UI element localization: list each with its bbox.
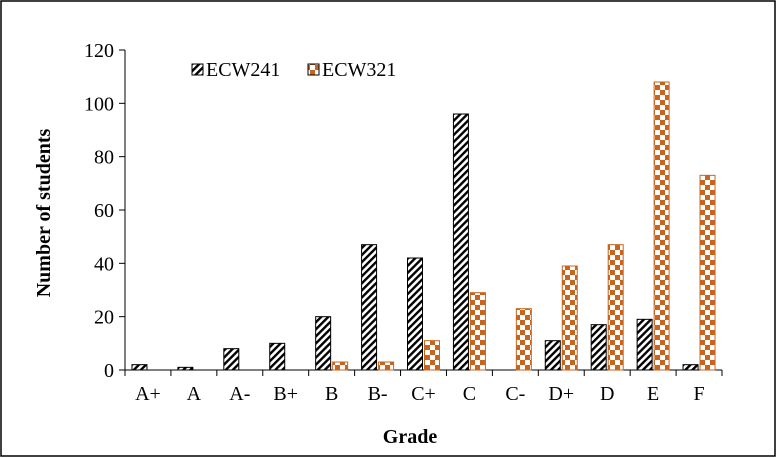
bar-ecw241-c bbox=[452, 113, 469, 371]
bar-ecw321-e bbox=[653, 81, 670, 371]
x-tick-label: B+ bbox=[273, 383, 298, 405]
x-tick-label: C+ bbox=[411, 383, 436, 405]
x-tick-label: A+ bbox=[135, 383, 161, 405]
bar-ecw321-d bbox=[607, 244, 624, 371]
bar-ecw241-e bbox=[636, 318, 653, 371]
x-tick-label: C- bbox=[505, 383, 525, 405]
y-tick-label: 0 bbox=[104, 360, 114, 382]
bar-ecw241-a bbox=[177, 366, 194, 371]
bar-ecw321-cplus bbox=[424, 340, 440, 371]
y-tick-label: 20 bbox=[94, 307, 114, 329]
bar-ecw321-cminus bbox=[515, 308, 532, 371]
y-tick-label: 120 bbox=[84, 40, 114, 62]
bar-ecw321-b bbox=[332, 361, 349, 371]
legend-swatch-ecw321 bbox=[307, 63, 320, 76]
x-tick-label: B bbox=[325, 383, 338, 405]
x-tick-label: C bbox=[463, 383, 476, 405]
y-tick-label: 40 bbox=[94, 253, 114, 275]
legend: ECW241 ECW321 bbox=[191, 59, 396, 81]
bar-ecw321-f bbox=[699, 174, 716, 371]
bar-ecw241-dplus bbox=[544, 340, 561, 371]
bar-ecw241-bplus bbox=[269, 342, 286, 371]
bar-ecw241-cplus bbox=[407, 257, 423, 371]
x-tick-label: E bbox=[647, 383, 659, 405]
bar-ecw241-aminus bbox=[223, 348, 240, 371]
y-axis-title: Number of students bbox=[33, 129, 55, 298]
plot-area: 0 20 40 60 80 100 120 A+ A A- B+ B B- C+ C C- D+ D E F bbox=[84, 40, 723, 405]
bar-ecw241-f bbox=[682, 364, 699, 371]
y-tick-label: 100 bbox=[84, 93, 114, 115]
x-tick-label: B- bbox=[368, 383, 388, 405]
legend-label-ecw321: ECW321 bbox=[322, 59, 396, 81]
bar-ecw241-aplus bbox=[131, 364, 148, 371]
x-tick-label: A- bbox=[229, 383, 250, 405]
x-tick-label: D+ bbox=[548, 383, 574, 405]
bar-ecw241-d bbox=[590, 324, 607, 371]
bar-ecw321-dplus bbox=[561, 265, 578, 371]
legend-label-ecw241: ECW241 bbox=[206, 59, 280, 81]
bar-ecw321-bminus bbox=[378, 361, 395, 371]
x-tick-label: F bbox=[693, 383, 704, 405]
y-tick-label: 80 bbox=[94, 147, 114, 169]
legend-swatch-ecw241 bbox=[191, 63, 204, 76]
x-tick-label: A bbox=[187, 383, 202, 405]
bar-ecw241-bminus bbox=[361, 244, 378, 371]
x-axis-title: Grade bbox=[383, 426, 438, 448]
bar-ecw321-c bbox=[469, 292, 486, 371]
y-tick-label: 60 bbox=[94, 200, 114, 222]
x-tick-label: D bbox=[600, 383, 614, 405]
bar-ecw241-b bbox=[315, 316, 332, 371]
